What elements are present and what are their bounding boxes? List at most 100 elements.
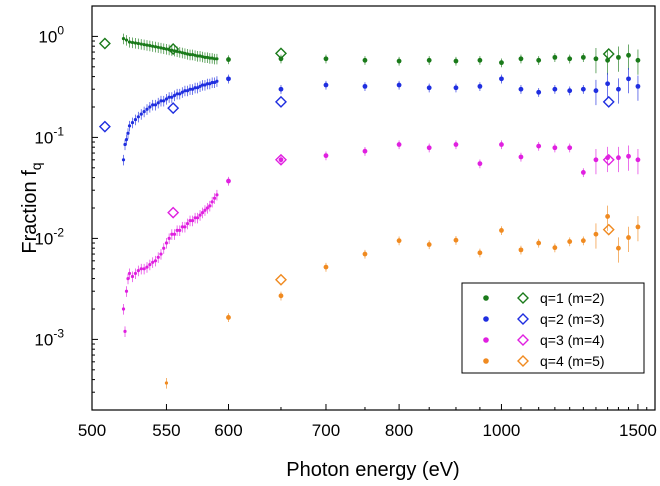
measured-point-s3: [536, 143, 542, 149]
legend-label: q=4 (m=5): [540, 353, 605, 369]
measured-point-s4: [426, 242, 432, 247]
measured-point-s2: [426, 85, 432, 91]
measured-point-s1: [188, 53, 192, 57]
measured-point-s3: [175, 228, 179, 233]
measured-point-s2: [167, 95, 171, 99]
measured-point-s2: [151, 103, 155, 107]
measured-point-s4: [626, 235, 631, 240]
measured-point-s2: [164, 97, 169, 101]
measured-point-s3: [426, 145, 432, 151]
x-tick-label-500: 500: [78, 421, 106, 440]
measured-point-s3: [593, 157, 599, 163]
measured-point-s1: [215, 57, 219, 61]
measured-point-s3: [190, 219, 195, 223]
measured-point-s1: [195, 54, 200, 58]
measured-point-s3: [130, 274, 135, 279]
legend-calculated-marker: [517, 313, 529, 325]
measured-point-s3: [162, 246, 166, 250]
measured-point-s1: [518, 56, 524, 62]
measured-point-s1: [142, 42, 146, 47]
measured-point-s3: [123, 329, 127, 334]
measured-point-s2: [605, 81, 611, 87]
measured-point-s2: [172, 93, 177, 98]
measured-point-s1: [121, 37, 126, 41]
measured-point-s4: [580, 238, 586, 244]
measured-point-s3: [580, 170, 586, 175]
measured-point-s2: [215, 79, 219, 83]
measured-point-s3: [362, 148, 368, 154]
measured-point-s1: [159, 46, 163, 50]
measured-point-s2: [518, 86, 524, 92]
measured-point-s2: [635, 83, 641, 89]
measured-point-s2: [580, 86, 586, 92]
x-tick-label-600: 600: [214, 421, 242, 440]
measured-point-s2: [362, 83, 368, 89]
measured-point-s3: [210, 200, 214, 204]
measured-point-s3: [142, 267, 146, 271]
measured-point-s1: [593, 56, 599, 62]
measured-point-s4: [164, 381, 169, 385]
measured-point-s3: [616, 155, 621, 161]
measured-point-s3: [193, 216, 197, 220]
measured-point-s2: [170, 95, 174, 99]
measured-point-s1: [164, 47, 169, 51]
measured-point-s3: [136, 268, 140, 273]
measured-point-s3: [278, 157, 284, 163]
y-tick-label: 10-1: [34, 124, 64, 147]
data-points: [98, 37, 641, 385]
measured-point-s3: [167, 236, 171, 241]
measured-point-s2: [156, 101, 160, 105]
measured-point-s2: [126, 131, 130, 135]
measured-point-s2: [210, 80, 214, 85]
measured-point-s1: [453, 58, 459, 64]
measured-point-s3: [518, 154, 524, 160]
measured-point-s2: [626, 76, 631, 82]
measured-point-s3: [323, 153, 329, 159]
measured-point-s1: [198, 54, 202, 58]
measured-point-s3: [635, 157, 641, 163]
y-tick-label: 10-3: [34, 326, 64, 349]
measured-point-s2: [139, 112, 143, 116]
measured-point-s2: [200, 83, 205, 87]
measured-point-s2: [536, 89, 542, 95]
measured-point-s1: [180, 51, 184, 55]
measured-point-s1: [153, 45, 158, 49]
measured-point-s3: [178, 228, 182, 233]
measured-point-s4: [499, 228, 504, 233]
measured-point-s2: [226, 76, 231, 82]
measured-point-s2: [175, 92, 179, 96]
measured-point-s3: [151, 260, 155, 264]
measured-point-s1: [139, 42, 143, 46]
measured-point-s1: [145, 43, 149, 47]
measured-point-s2: [133, 118, 138, 122]
measured-point-s3: [226, 178, 231, 184]
measured-point-s2: [180, 90, 184, 94]
measured-point-s2: [185, 89, 190, 93]
x-tick-label-800: 800: [385, 421, 413, 440]
x-tick-label-550: 550: [152, 421, 180, 440]
measured-point-s2: [593, 88, 599, 94]
measured-point-s3: [567, 145, 573, 151]
measured-point-s3: [121, 307, 126, 311]
measured-point-s1: [136, 41, 140, 46]
measured-point-s3: [198, 213, 202, 217]
measured-point-s3: [499, 142, 504, 147]
measured-point-s3: [200, 211, 205, 215]
measured-point-s1: [567, 56, 573, 62]
y-axis-title-subscript: q: [28, 162, 44, 170]
measured-point-s2: [499, 76, 504, 82]
measured-point-s3: [215, 193, 219, 197]
measured-point-s3: [203, 208, 207, 212]
legend-calculated-marker: [517, 355, 529, 367]
calculated-point-s3: [602, 153, 615, 166]
measured-point-s2: [616, 86, 621, 92]
calculated-point-s2: [167, 102, 180, 115]
calculated-point-s1: [167, 43, 180, 56]
measured-point-s4: [536, 240, 542, 246]
measured-point-s1: [200, 55, 205, 59]
calculated-point-s3: [167, 206, 180, 219]
measured-point-s1: [426, 57, 432, 63]
measured-point-s1: [323, 56, 329, 62]
measured-point-s3: [153, 259, 158, 263]
